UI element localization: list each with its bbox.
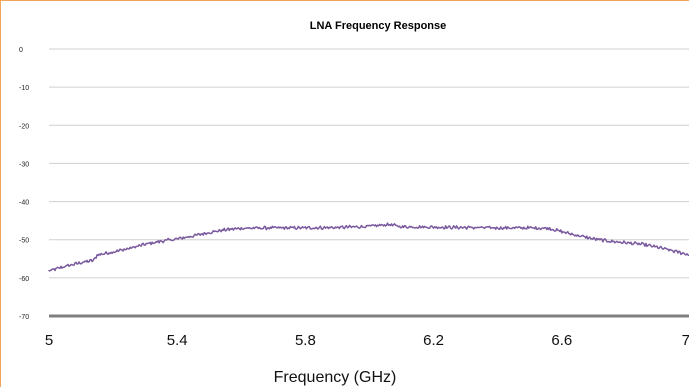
x-tick-label: 6.2 <box>423 332 444 349</box>
y-tick-label: -40 <box>19 200 29 207</box>
chart-title: LNA Frequency Response <box>310 20 447 32</box>
x-tick-label: 7 <box>682 332 689 349</box>
y-tick-label: -30 <box>19 161 29 168</box>
y-tick-label: -70 <box>19 314 29 321</box>
x-tick-label: 5.8 <box>295 332 316 349</box>
x-tick-label: 5.4 <box>167 332 188 349</box>
y-tick-label: -50 <box>19 238 29 245</box>
x-tick-labels: 5 5.4 5.8 6.2 6.6 7 <box>45 332 689 349</box>
y-tick-label: -60 <box>19 276 29 283</box>
y-tick-label: 0 <box>19 47 23 54</box>
x-tick-label: 6.6 <box>551 332 572 349</box>
x-tick-label: 5 <box>45 332 53 349</box>
series-line <box>48 222 689 272</box>
y-tick-labels: 0 -10 -20 -30 -40 -50 -60 -70 <box>19 47 29 321</box>
x-axis-label: Frequency (GHz) <box>274 369 397 386</box>
grid-lines <box>49 48 689 279</box>
y-tick-label: -20 <box>19 123 29 130</box>
y-tick-label: -10 <box>19 85 29 92</box>
